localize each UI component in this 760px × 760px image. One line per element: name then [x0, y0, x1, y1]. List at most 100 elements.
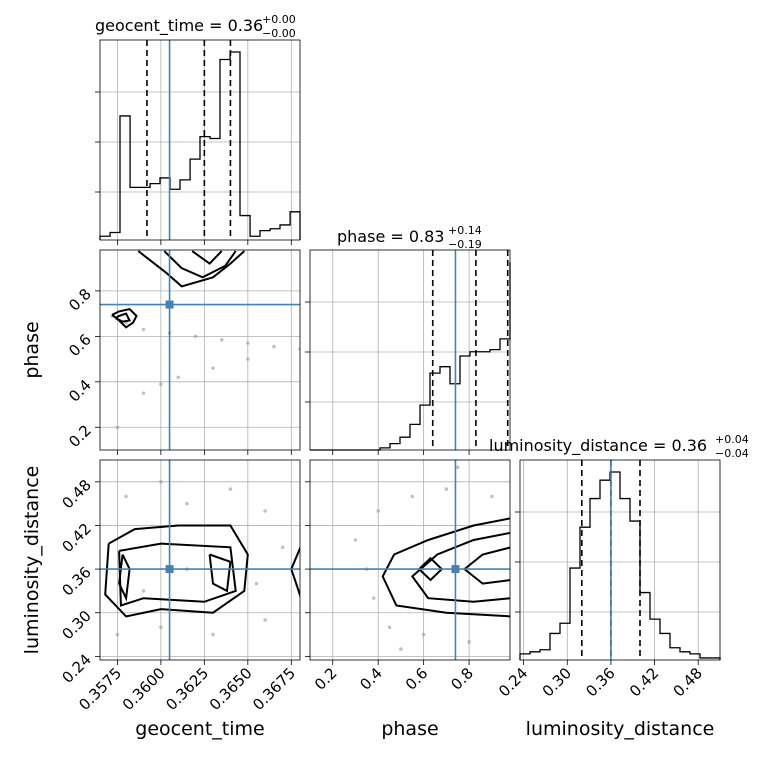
x-tick-label: 0.6	[402, 664, 432, 694]
sample-point	[421, 632, 426, 637]
title-geocent-time: geocent_time = 0.36	[95, 16, 263, 36]
sample-point	[159, 382, 163, 386]
title-median: 0.36	[228, 16, 264, 35]
title-geocent-time-plus: +0.00	[262, 13, 296, 26]
sample-point	[115, 632, 120, 637]
plot-layer: 0.24 0.30 0.36 0.42 0.480.20.40.60.80.35750.…	[58, 39, 721, 714]
x-tick-label: 0.3625	[162, 664, 212, 714]
y-axis-label-phase: phase	[21, 321, 43, 378]
panel-frame	[309, 249, 511, 451]
x-tick-label: 0.3650	[206, 664, 256, 714]
contour-line	[462, 546, 510, 585]
sample-point	[141, 327, 146, 332]
title-luminosity-distance-minus: −0.04	[715, 447, 749, 460]
sample-point	[444, 487, 449, 491]
histogram-geocent_time	[99, 51, 301, 240]
sample-point	[353, 538, 358, 542]
sample-point	[211, 632, 215, 637]
sample-point	[159, 480, 163, 484]
x-axis-label-geocent-time: geocent_time	[135, 718, 264, 740]
x-tick-label: 0.3600	[119, 664, 169, 714]
sample-point	[141, 589, 146, 593]
truth-marker	[165, 300, 174, 309]
grid	[310, 250, 510, 450]
sample-point	[280, 545, 285, 550]
title-luminosity-distance: luminosity_distance = 0.36	[489, 436, 707, 456]
grid	[100, 250, 300, 450]
histogram-phase	[310, 262, 511, 451]
contour-line	[410, 531, 510, 603]
y-tick-label: 0.30	[58, 607, 94, 643]
y-tick-label: 0.48	[58, 476, 94, 512]
contour-line	[104, 524, 249, 618]
y-tick-label: 0.36	[58, 563, 94, 599]
sample-point	[159, 625, 163, 630]
sample-point	[246, 357, 250, 361]
y-tick-label: 0.2	[65, 421, 95, 451]
sample-point	[263, 618, 268, 622]
panel-body	[100, 250, 300, 450]
sample-point	[219, 337, 224, 342]
panel-frame	[309, 459, 511, 661]
contour-line	[163, 250, 237, 279]
title-phase: phase = 0.83	[337, 227, 444, 246]
sample-point	[298, 347, 300, 351]
sample-point	[211, 366, 215, 370]
contour-line	[111, 308, 138, 329]
title-name: luminosity_distance	[489, 436, 648, 456]
contour-line	[191, 250, 223, 265]
sample-point	[399, 647, 403, 651]
panel-frame	[99, 459, 301, 661]
title-median: 0.36	[671, 436, 707, 455]
sample-point	[272, 344, 276, 349]
contour-line	[115, 312, 132, 323]
title-name: geocent_time	[95, 16, 204, 36]
sample-point	[141, 391, 146, 395]
y-tick-label: 0.6	[65, 330, 95, 360]
panel-frame	[99, 249, 301, 451]
contour-line	[208, 553, 232, 593]
contour-line	[137, 250, 245, 288]
sample-point	[376, 509, 380, 513]
panel-body	[100, 460, 300, 660]
y-tick-label: 0.8	[65, 285, 95, 315]
grid	[100, 460, 300, 660]
x-tick-label: 0.8	[447, 664, 477, 694]
truth-marker	[451, 565, 460, 574]
title-phase-plus: +0.14	[448, 224, 482, 237]
sample-point	[254, 581, 259, 586]
histogram-luminosity_distance	[519, 471, 721, 660]
y-tick-label: 0.24	[58, 650, 94, 686]
sample-point	[228, 487, 233, 491]
sample-point	[467, 640, 471, 644]
sample-point	[246, 341, 250, 345]
title-phase-minus: −0.19	[448, 238, 482, 251]
sample-point	[371, 596, 376, 600]
x-tick-label: 0.24	[495, 664, 531, 700]
sample-point	[193, 334, 198, 339]
x-tick-label: 0.30	[539, 664, 575, 700]
y-axis-label-luminosity-distance: luminosity_distance	[21, 466, 43, 655]
x-axis-label-phase: phase	[381, 718, 438, 740]
x-tick-label: 0.42	[626, 664, 662, 700]
sample-point	[490, 494, 494, 499]
contour-line	[118, 542, 237, 607]
sample-point	[115, 425, 120, 430]
x-tick-label: 0.2	[311, 664, 341, 694]
title-geocent-time-minus: −0.00	[262, 27, 296, 40]
x-tick-label: 0.48	[670, 664, 706, 700]
grid	[310, 460, 510, 660]
x-axis-label-luminosity-distance: luminosity_distance	[526, 718, 715, 740]
y-tick-label: 0.4	[65, 376, 95, 406]
title-luminosity-distance-plus: +0.04	[715, 433, 749, 446]
panel-body	[310, 460, 510, 660]
contour-line	[290, 545, 300, 599]
sample-point	[410, 494, 415, 499]
title-name: phase	[337, 227, 385, 246]
sample-point	[387, 625, 392, 630]
truth-marker	[165, 565, 174, 574]
y-tick-label: 0.42	[58, 520, 94, 556]
sample-point	[185, 501, 189, 506]
contour-line	[118, 554, 131, 602]
